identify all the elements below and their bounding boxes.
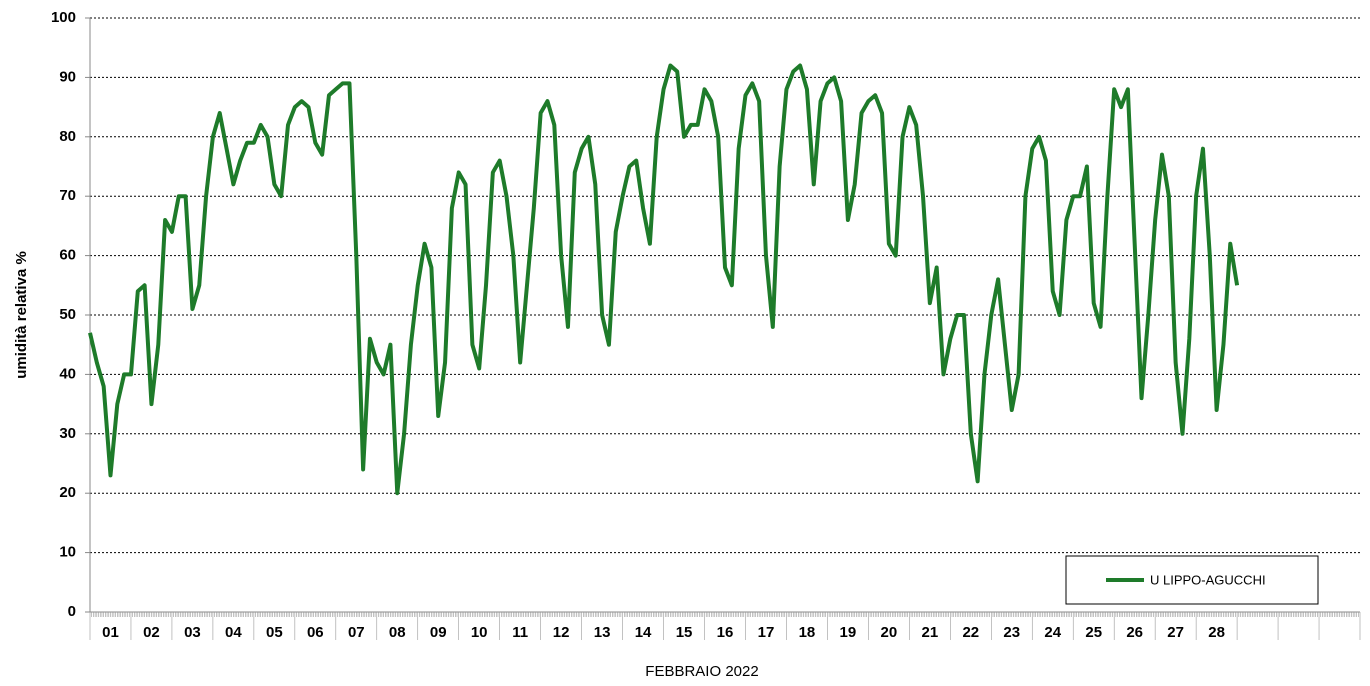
x-tick-label: 09 [430, 624, 447, 641]
y-tick-label: 100 [51, 9, 76, 26]
x-tick-label: 05 [266, 624, 283, 641]
x-tick-label: 01 [102, 624, 119, 641]
x-tick-label: 18 [799, 624, 816, 641]
x-tick-label: 28 [1208, 624, 1225, 641]
x-tick-label: 02 [143, 624, 160, 641]
y-tick-label: 70 [59, 187, 76, 204]
x-tick-label: 04 [225, 624, 242, 641]
x-tick-label: 24 [1044, 624, 1061, 641]
y-tick-label: 60 [59, 247, 76, 264]
x-tick-label: 20 [881, 624, 898, 641]
x-tick-label: 26 [1126, 624, 1143, 641]
x-tick-label: 23 [1003, 624, 1020, 641]
x-tick-label: 19 [840, 624, 857, 641]
x-tick-label: 12 [553, 624, 570, 641]
x-tick-label: 27 [1167, 624, 1184, 641]
x-tick-label: 13 [594, 624, 611, 641]
x-tick-label: 25 [1085, 624, 1102, 641]
y-tick-label: 80 [59, 128, 76, 145]
x-tick-label: 15 [676, 624, 693, 641]
series-line [88, 63, 1240, 496]
y-tick-label: 20 [59, 484, 76, 501]
y-tick-label: 10 [59, 544, 76, 561]
y-tick-label: 0 [68, 603, 76, 620]
y-tick-label: 40 [59, 365, 76, 382]
x-tick-label: 07 [348, 624, 365, 641]
y-tick-label: 30 [59, 425, 76, 442]
x-tick-label: 21 [921, 624, 938, 641]
x-tick-label: 10 [471, 624, 488, 641]
y-tick-label: 50 [59, 306, 76, 323]
legend-label: U LIPPO-AGUCCHI [1150, 572, 1266, 587]
x-tick-label: 03 [184, 624, 201, 641]
y-axis-label: umidità relativa % [13, 251, 30, 379]
x-tick-label: 14 [635, 624, 652, 641]
x-tick-label: 06 [307, 624, 324, 641]
x-tick-label: 17 [758, 624, 775, 641]
x-tick-label: 22 [962, 624, 979, 641]
x-axis-label: FEBBRAIO 2022 [645, 663, 758, 680]
x-tick-label: 08 [389, 624, 406, 641]
x-tick-label: 16 [717, 624, 734, 641]
x-tick-label: 11 [512, 624, 528, 641]
y-tick-label: 90 [59, 68, 76, 85]
